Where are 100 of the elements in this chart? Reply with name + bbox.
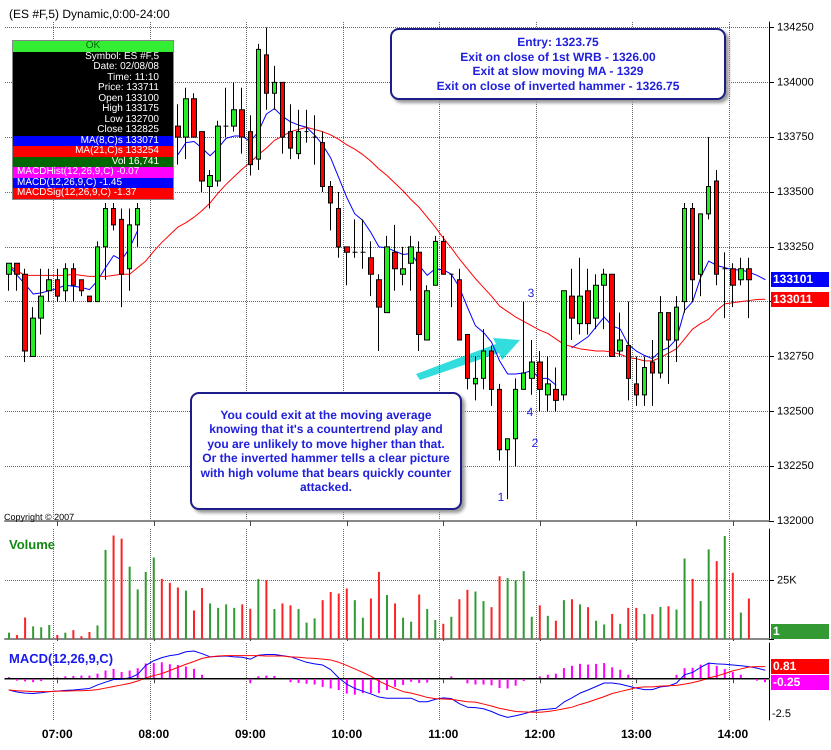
candlestick bbox=[521, 301, 526, 390]
x-tick-label: 08:00 bbox=[138, 727, 170, 741]
bar bbox=[611, 667, 614, 678]
bar bbox=[168, 582, 171, 639]
candlestick bbox=[449, 274, 454, 308]
bar bbox=[498, 576, 501, 639]
candlestick bbox=[6, 262, 12, 292]
y-tick-label: 132500 bbox=[777, 405, 814, 418]
bar bbox=[506, 678, 509, 688]
text: Volume bbox=[9, 537, 55, 552]
annotation: 4 bbox=[526, 405, 534, 419]
candlestick bbox=[111, 202, 116, 231]
candlestick bbox=[408, 235, 414, 292]
bar bbox=[298, 609, 300, 639]
note-box: You could exit at the moving average knowing that it's a countertrend play and you are unlikely to move higher than that. Or the inverted hammer tells a clear picture with high volume that bears quickly counter attacked. bbox=[190, 392, 462, 510]
x-tick-label: 09:00 bbox=[234, 727, 266, 741]
x-tick-label: 11:00 bbox=[428, 727, 459, 741]
bar bbox=[56, 635, 58, 639]
candlestick bbox=[207, 170, 213, 209]
candlestick bbox=[601, 268, 607, 330]
bar bbox=[370, 598, 372, 639]
bar bbox=[538, 605, 541, 639]
x-tick-label: 14:00 bbox=[717, 727, 748, 741]
candlestick bbox=[199, 131, 205, 192]
bar bbox=[570, 666, 573, 678]
bar bbox=[579, 604, 582, 639]
bar bbox=[273, 609, 276, 639]
bar bbox=[330, 678, 332, 688]
bar bbox=[410, 622, 412, 639]
candlestick bbox=[272, 65, 277, 110]
candlestick bbox=[296, 109, 301, 160]
candlestick bbox=[674, 296, 679, 362]
bar bbox=[104, 670, 107, 678]
bar bbox=[192, 610, 195, 639]
bar bbox=[64, 632, 66, 639]
candlestick bbox=[433, 235, 438, 286]
bar bbox=[306, 678, 308, 684]
bar bbox=[546, 616, 549, 639]
bar bbox=[418, 594, 420, 639]
value-tag: 1 bbox=[771, 624, 829, 639]
value-tag: -0.25 bbox=[771, 674, 829, 690]
candlestick bbox=[698, 213, 703, 297]
bar bbox=[426, 609, 428, 639]
candlestick bbox=[239, 87, 245, 154]
candlestick bbox=[38, 268, 44, 336]
value-tag: 0.81 bbox=[771, 659, 829, 674]
bar bbox=[184, 590, 187, 639]
bar bbox=[490, 678, 493, 686]
bar bbox=[48, 624, 50, 639]
bar bbox=[667, 606, 670, 639]
bar bbox=[684, 558, 686, 639]
candlestick bbox=[537, 350, 543, 412]
bar bbox=[96, 674, 98, 678]
candlestick bbox=[264, 26, 269, 110]
bar bbox=[732, 672, 734, 678]
chart-title: MACD(12,26,9,C) bbox=[9, 651, 114, 666]
bar bbox=[112, 668, 115, 678]
candlestick bbox=[360, 218, 366, 270]
bar bbox=[530, 616, 533, 639]
bar bbox=[289, 605, 292, 639]
candlestick bbox=[682, 202, 687, 314]
candlestick bbox=[593, 274, 599, 330]
candlestick bbox=[513, 378, 518, 467]
bar bbox=[338, 594, 340, 639]
candlestick bbox=[256, 43, 261, 171]
candlestick bbox=[489, 345, 494, 406]
bar bbox=[128, 566, 131, 639]
bar bbox=[354, 600, 356, 639]
bar bbox=[209, 603, 212, 639]
bar bbox=[700, 601, 702, 639]
candlestick bbox=[529, 340, 535, 396]
annotation: MACDSig(12,26,9,C) -1.37 bbox=[13, 187, 173, 198]
candlestick bbox=[738, 257, 744, 286]
candlestick bbox=[457, 268, 462, 341]
candlestick bbox=[312, 114, 317, 166]
y-tick-label: 133250 bbox=[777, 240, 814, 253]
x-tick-label: 10:00 bbox=[331, 727, 362, 741]
candlestick bbox=[135, 202, 140, 248]
bar bbox=[257, 579, 260, 639]
y-tick-label: 25K bbox=[777, 574, 798, 586]
bar bbox=[120, 672, 123, 678]
candlestick bbox=[706, 136, 711, 220]
bar bbox=[88, 632, 90, 639]
candlestick bbox=[328, 180, 333, 231]
bar bbox=[322, 678, 324, 687]
y-tick-label: 134000 bbox=[777, 76, 814, 88]
candlestick bbox=[465, 334, 470, 390]
bar bbox=[80, 636, 82, 639]
x-tick-label: 12:00 bbox=[524, 727, 556, 741]
bar bbox=[595, 664, 598, 678]
y-tick-label: 133750 bbox=[777, 131, 814, 144]
bar bbox=[104, 550, 107, 639]
bar bbox=[724, 536, 726, 639]
candlestick bbox=[376, 274, 382, 352]
bar bbox=[346, 588, 348, 639]
bar bbox=[386, 595, 388, 639]
annotation: OK bbox=[13, 40, 173, 52]
bar bbox=[522, 571, 525, 639]
x-tick-label: 07:00 bbox=[42, 727, 73, 741]
annotation: 3 bbox=[528, 286, 534, 300]
